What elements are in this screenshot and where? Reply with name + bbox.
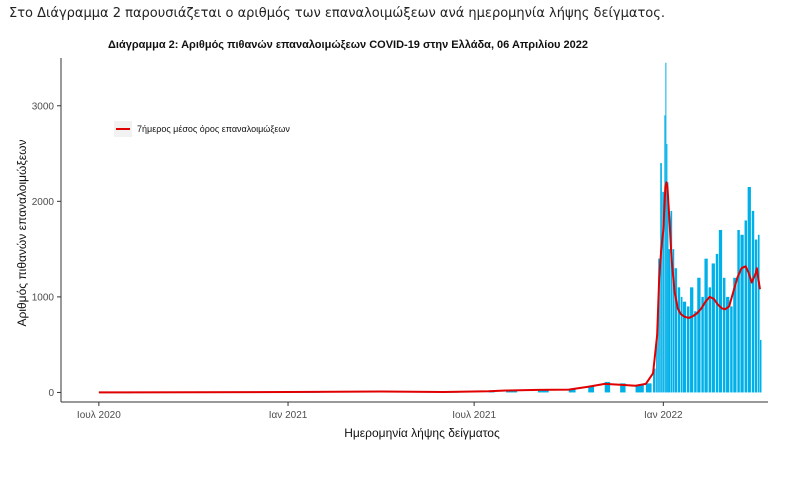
bar — [588, 385, 595, 393]
bar — [537, 389, 549, 393]
legend-label: 7ήμερος μέσος όρος επαναλοιμώξεων — [137, 124, 290, 134]
bar — [759, 339, 762, 393]
bar — [662, 191, 664, 393]
moving-average-line — [98, 181, 761, 394]
bar — [672, 249, 675, 393]
bar — [568, 389, 576, 393]
bar — [664, 115, 666, 393]
y-tick-label: 2000 — [32, 197, 55, 208]
bar — [690, 287, 694, 393]
bar — [667, 182, 669, 393]
bar — [718, 230, 723, 393]
bar — [747, 187, 751, 393]
bar — [711, 263, 715, 393]
bar — [670, 210, 673, 393]
bar — [680, 296, 683, 393]
bar — [730, 306, 733, 393]
bar — [620, 383, 626, 393]
x-tick-label: Ιαν 2021 — [269, 410, 308, 421]
bar — [744, 220, 748, 393]
bar — [653, 368, 656, 393]
bar — [737, 230, 740, 393]
bar — [677, 287, 681, 393]
y-tick-label: 1000 — [32, 292, 55, 303]
bar — [660, 163, 662, 393]
bar — [665, 62, 667, 393]
bar — [686, 306, 690, 393]
bar — [726, 296, 730, 393]
x-tick-label: Ιουλ 2021 — [452, 410, 496, 421]
y-tick-label: 0 — [48, 388, 54, 399]
bar — [708, 287, 712, 393]
y-tick-label: 3000 — [32, 101, 55, 112]
bar — [666, 144, 668, 393]
bars-group — [98, 62, 762, 394]
x-tick-label: Ιουλ 2020 — [77, 410, 121, 421]
bar — [694, 311, 697, 393]
bar — [604, 381, 611, 393]
intro-text: Στο Διάγραμμα 2 παρουσιάζεται ο αριθμός … — [9, 6, 665, 21]
x-tick-label: Ιαν 2022 — [644, 410, 683, 421]
bar — [656, 335, 658, 393]
chart-title: Διάγραμμα 2: Αριθμός πιθανών επαναλοιμώξ… — [108, 39, 588, 51]
bar — [751, 210, 755, 393]
bar — [697, 277, 701, 393]
moving-average-layer — [98, 181, 761, 394]
y-axis-label: Αριθμός πιθανών επαναλοιμώξεων — [15, 139, 29, 326]
bar — [740, 234, 744, 393]
bar — [754, 239, 758, 393]
bar — [701, 296, 704, 393]
legend: 7ήμερος μέσος όρος επαναλοιμώξεων — [114, 121, 290, 137]
bar — [658, 258, 660, 393]
bar — [715, 253, 719, 393]
bar — [722, 277, 726, 393]
axes-group: 0 1000 2000 3000 Ιουλ 2020 Ιαν 2021 Ιουλ 2021 Ι… — [32, 58, 768, 421]
bar — [733, 277, 737, 393]
bar — [682, 301, 687, 393]
bar — [668, 249, 671, 393]
x-axis-label: Ημερομηνία λήψης δείγματος — [344, 426, 500, 440]
bar — [645, 383, 652, 393]
bar — [757, 234, 760, 393]
bar — [635, 384, 644, 393]
bar — [674, 268, 678, 393]
bar — [704, 258, 708, 393]
